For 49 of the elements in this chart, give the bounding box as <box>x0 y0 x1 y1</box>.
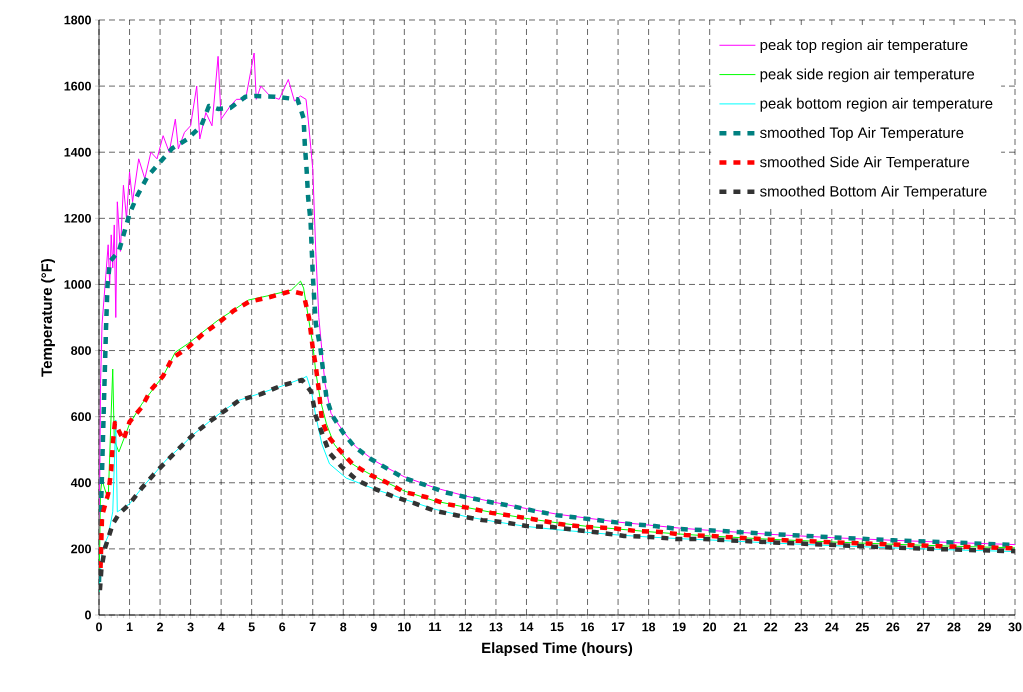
x-tick-label: 24 <box>825 622 839 632</box>
x-tick-label: 6 <box>279 622 286 632</box>
x-tick-label: 27 <box>916 622 930 632</box>
x-tick-label: 22 <box>764 622 778 632</box>
x-tick-label: 13 <box>489 622 503 632</box>
x-tick-label: 7 <box>309 622 316 632</box>
x-tick-label: 3 <box>187 622 194 632</box>
x-tick-label: 9 <box>370 622 377 632</box>
x-tick-label: 15 <box>550 622 564 632</box>
y-tick-label: 1400 <box>64 147 91 157</box>
y-tick-label: 800 <box>71 346 91 355</box>
x-tick-label: 25 <box>855 622 869 632</box>
x-tick-label: 16 <box>581 622 595 632</box>
x-tick-label: 8 <box>340 622 347 632</box>
x-tick-label: 11 <box>429 622 442 632</box>
x-tick-label: 28 <box>947 622 961 632</box>
y-tick-label: 400 <box>70 478 91 488</box>
y-tick-label: 1800 <box>64 15 91 25</box>
x-tick-label: 18 <box>642 622 656 632</box>
y-tick-label: 1600 <box>64 81 91 91</box>
x-tick-label: 4 <box>217 622 225 632</box>
x-tick-label: 17 <box>611 622 625 632</box>
x-tick-label: 21 <box>733 622 747 632</box>
x-tick-label: 19 <box>673 622 686 632</box>
y-axis-title: Temperature (°F) <box>41 258 55 377</box>
x-tick-label: 0 <box>96 622 102 632</box>
x-tick-label: 26 <box>886 622 900 632</box>
x-tick-label: 5 <box>248 622 255 632</box>
y-tick-label: 600 <box>71 412 91 422</box>
x-tick-label: 10 <box>398 622 411 632</box>
legend-label: peak top region air temperature <box>760 39 968 54</box>
x-tick-label: 30 <box>1008 622 1022 632</box>
x-tick-label: 20 <box>703 622 717 632</box>
y-tick-label: 1000 <box>64 280 91 289</box>
x-tick-label: 23 <box>794 622 808 632</box>
y-tick-label: 0 <box>85 610 91 620</box>
x-tick-label: 14 <box>520 622 534 632</box>
legend-label: smoothed Top Air Temperature <box>760 127 964 141</box>
legend-label: peak side region air temperature <box>760 68 975 83</box>
x-axis-title: Elapsed Time (hours) <box>482 642 633 657</box>
legend-label: smoothed Bottom Air Temperature <box>760 185 987 200</box>
x-tick-label: 2 <box>157 622 164 632</box>
x-tick-label: 12 <box>459 622 472 632</box>
x-tick-label: 1 <box>126 622 133 632</box>
legend-label: smoothed Side Air Temperature <box>760 156 970 171</box>
x-tick-label: 29 <box>977 622 991 632</box>
y-tick-label: 200 <box>71 544 91 554</box>
y-tick-label: 1200 <box>64 213 91 223</box>
legend-label: peak bottom region air temperature <box>760 97 993 112</box>
